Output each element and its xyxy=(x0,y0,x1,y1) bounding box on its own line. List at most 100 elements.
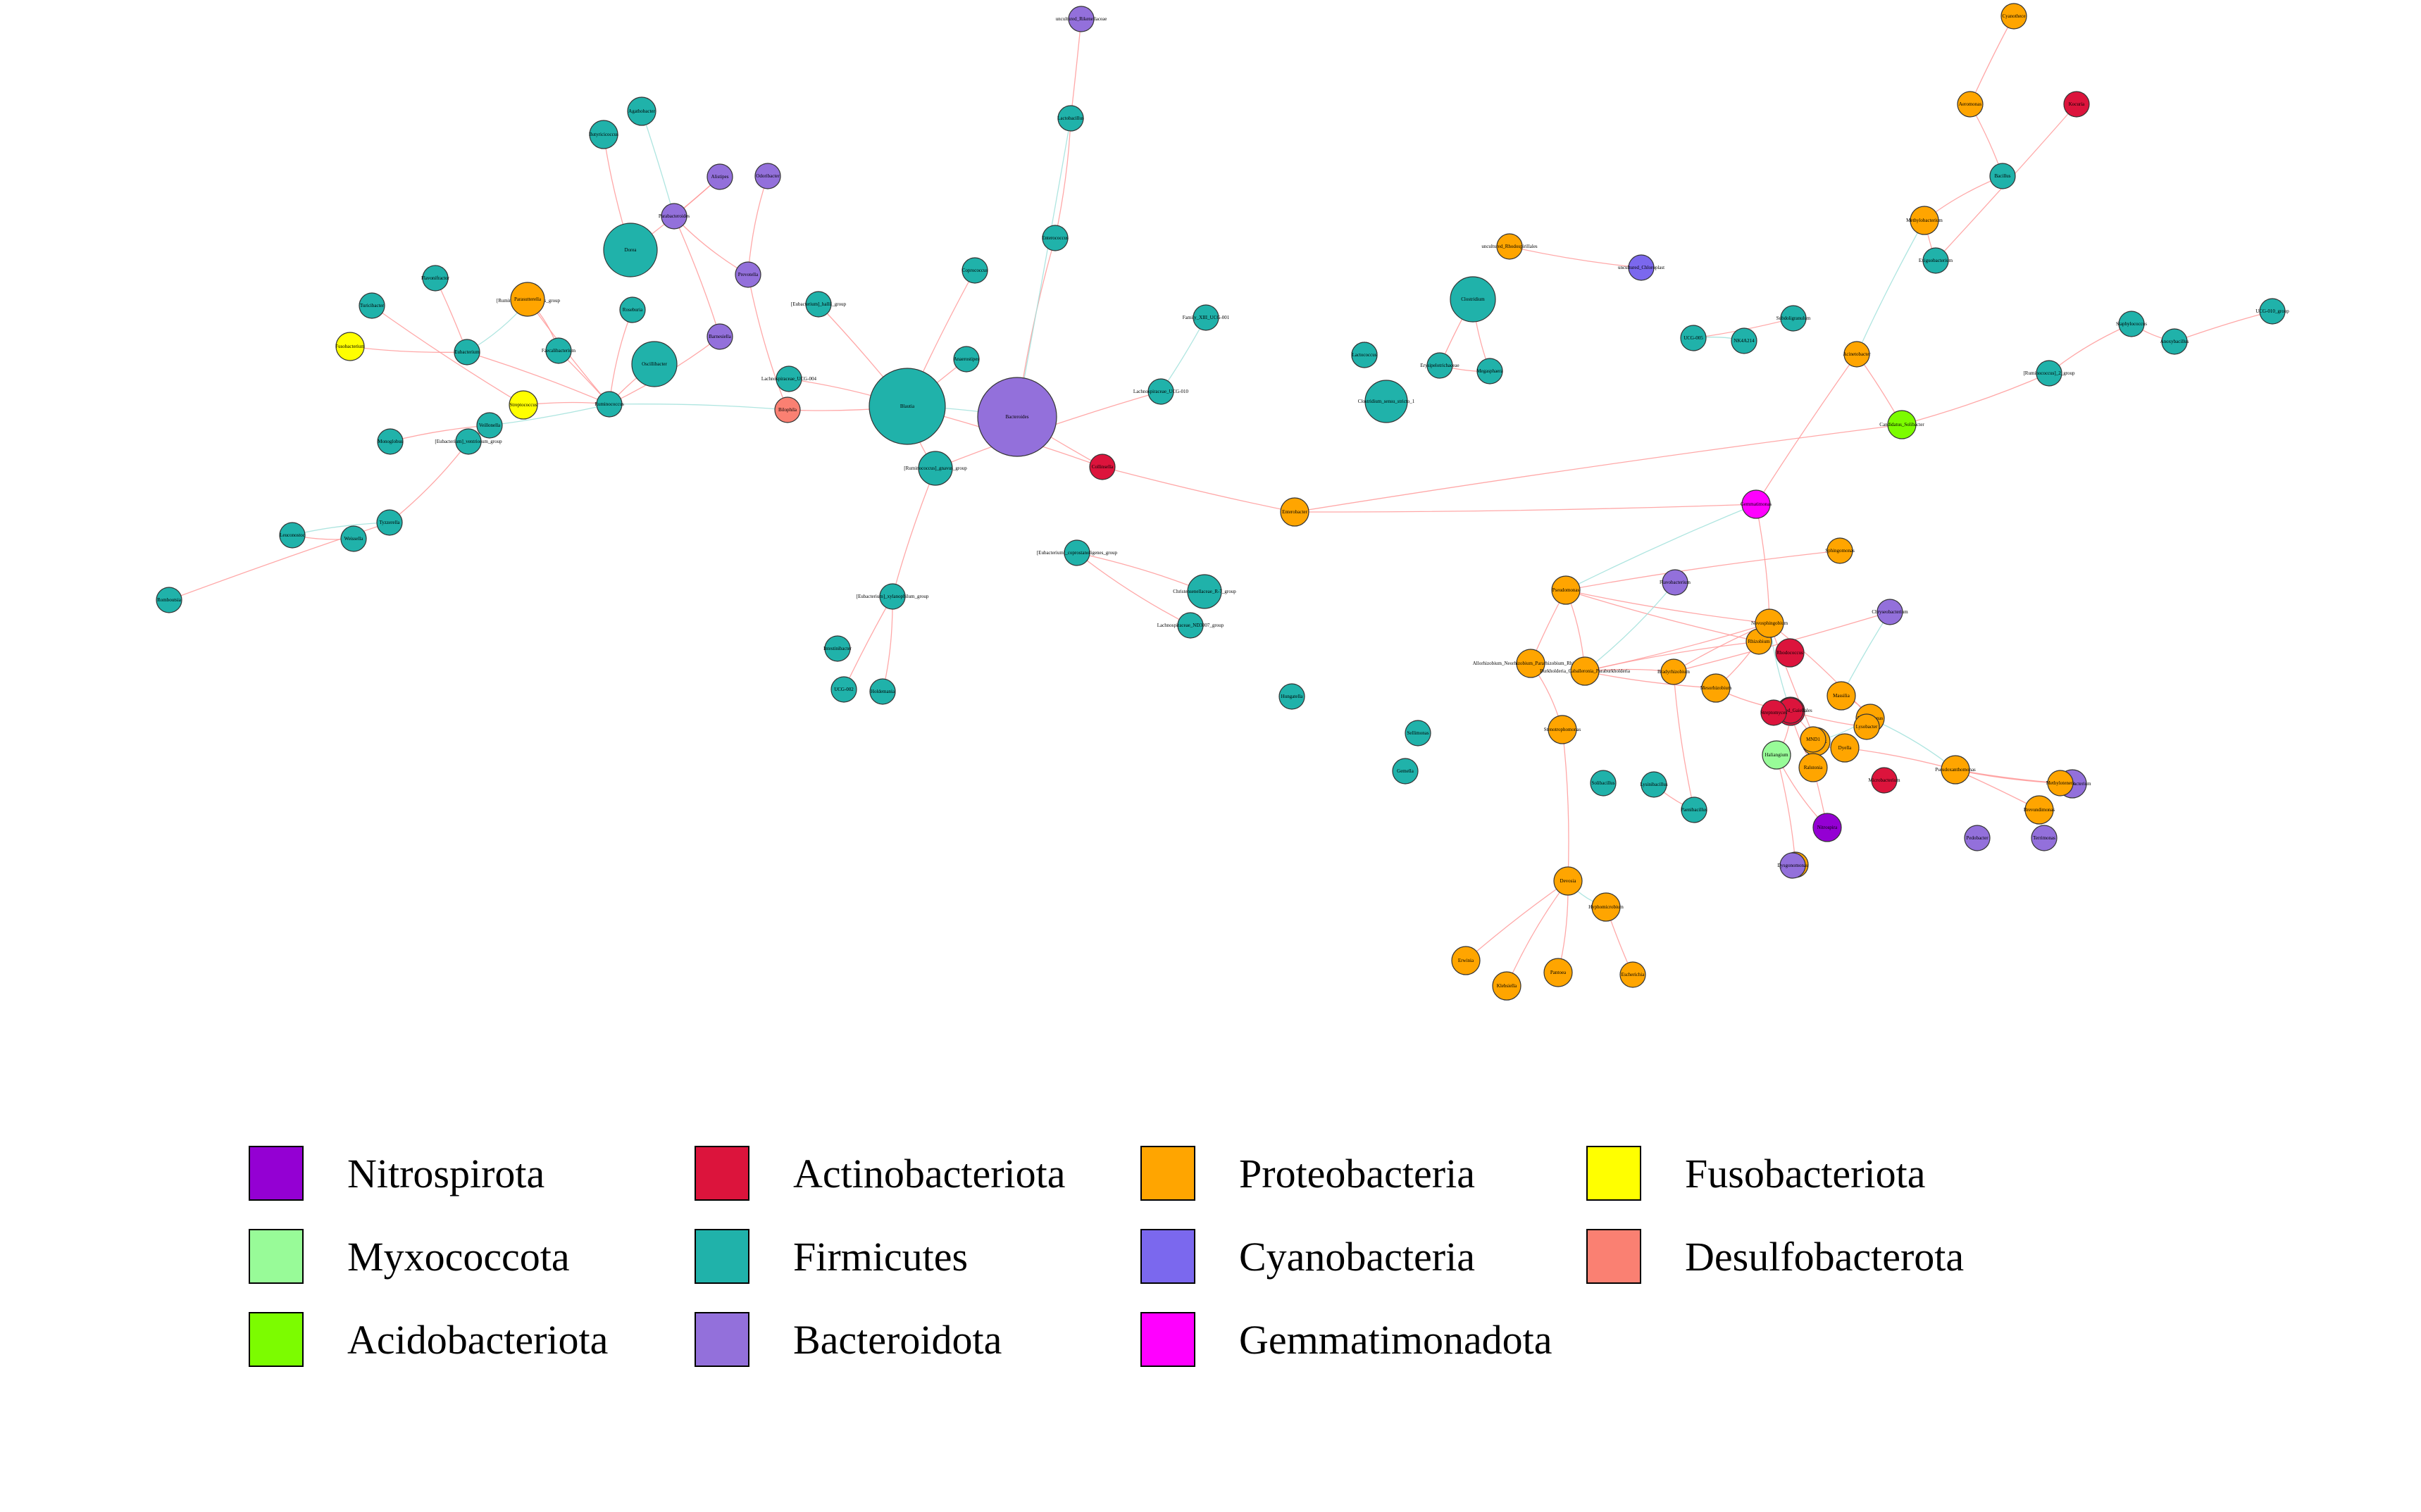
node-label: Brevundimonas xyxy=(2024,807,2055,813)
network-node: Bradyrhizobium xyxy=(1657,658,1690,685)
network-node: Burkholderia_Caballeronia_Paraburkholder… xyxy=(1540,656,1631,686)
node-circle xyxy=(1364,380,1408,423)
network-edge xyxy=(1565,589,1760,642)
node-circle xyxy=(1641,771,1667,798)
node-label: Aeromonas xyxy=(1959,101,1982,107)
node-label: Acinetobacter xyxy=(1843,351,1871,357)
node-circle xyxy=(1887,410,1917,439)
node-label: Microbacterium xyxy=(1868,777,1900,783)
node-circle xyxy=(830,676,857,703)
legend-swatch-desulfobacterota xyxy=(1586,1229,1641,1284)
network-node: Subdoligranulum xyxy=(1776,305,1811,332)
network-edge xyxy=(1584,623,1770,672)
network-node: [Ruminococcus]_2_group xyxy=(2023,360,2075,387)
network-node: Family_XIII_UCG-001 xyxy=(1183,304,1230,331)
node-circle xyxy=(1964,825,1991,851)
network-node: Pseudomonas xyxy=(1551,575,1581,605)
network-node: MND1 xyxy=(1800,726,1826,753)
node-label: UCG-002 xyxy=(834,687,854,692)
legend-label-firmicutes: Firmicutes xyxy=(793,1233,969,1280)
network-node: Ruminococcus xyxy=(595,391,624,418)
node-label: Faecalibacterium xyxy=(542,348,576,354)
node-circle xyxy=(1147,378,1174,405)
network-node: Romboutsia xyxy=(156,587,182,613)
network-edge xyxy=(1565,550,1841,591)
network-edge xyxy=(1102,466,1295,513)
node-label: [Ruminococcus]_2_group xyxy=(2023,370,2075,376)
legend-label-desulfobacterota: Desulfobacterota xyxy=(1685,1233,1965,1280)
node-circle xyxy=(1057,105,1084,132)
node-label: Turicibacter xyxy=(360,303,385,308)
network-node: [Eubacterium]_ventriosum_group xyxy=(435,428,502,455)
network-node: Oscillibacter xyxy=(631,341,678,387)
network-node: Prevotella xyxy=(735,261,761,288)
network-node: Leuconostoc xyxy=(279,522,306,549)
node-label: Mesorhizobium xyxy=(1700,685,1732,691)
network-edge xyxy=(1076,552,1205,592)
node-label: Lachnospiraceae_UCG-004 xyxy=(761,376,817,382)
network-node: Turicibacter xyxy=(359,292,385,319)
node-label: Holdemania xyxy=(871,689,895,694)
node-label: Massilia xyxy=(1833,693,1850,699)
network-edge xyxy=(1755,504,1770,624)
network-node: Exiguobacterium xyxy=(1919,247,1953,274)
network-node: Pseudoxanthomonas xyxy=(1935,755,1976,785)
node-circle xyxy=(631,341,678,387)
node-circle xyxy=(1492,971,1521,1001)
network-node: Odoribacter xyxy=(754,163,781,189)
network-node: Bacillus xyxy=(1989,163,2016,189)
legend-item-bacteroidota: Bacteroidota xyxy=(695,1310,1002,1369)
legend-item-gemmatimonadota: Gemmatimonadota xyxy=(1140,1310,1552,1369)
network-edge xyxy=(892,468,936,597)
network-edge xyxy=(1016,118,1071,418)
node-label: Monoglobus xyxy=(378,439,403,444)
node-label: Bradyrhizobium xyxy=(1657,669,1690,675)
node-circle xyxy=(1957,91,1984,118)
legend-label-fusobacteriota: Fusobacteriota xyxy=(1685,1150,1926,1197)
node-label: Haliangium xyxy=(1765,752,1788,758)
legend-item-myxococcota: Myxococcota xyxy=(249,1227,570,1286)
network-edge xyxy=(1869,718,1956,770)
legend-swatch-myxococcota xyxy=(249,1229,304,1284)
node-label: Enterococcus xyxy=(1042,235,1069,241)
network-node: Lysinibacillus xyxy=(1640,771,1668,798)
network-edge xyxy=(1070,18,1082,119)
network-node: Coprococcus xyxy=(961,257,988,284)
node-circle xyxy=(661,203,687,230)
node-label: Weissella xyxy=(344,536,364,542)
network-edge xyxy=(1584,582,1676,672)
network-edge xyxy=(466,351,610,405)
node-label: Lactobacillus xyxy=(1057,115,1084,121)
network-node: Aeromonas xyxy=(1957,91,1984,118)
node-circle xyxy=(1826,537,1853,564)
network-node: Staphylococcus xyxy=(2116,311,2147,337)
node-circle xyxy=(1278,683,1305,710)
node-circle xyxy=(1989,163,2016,189)
network-node: Devosia xyxy=(1553,866,1583,896)
legend-item-nitrospirota: Nitrospirota xyxy=(249,1144,544,1203)
network-node: Lachnospiraceae_UCG-004 xyxy=(761,365,817,392)
node-label: Chryseobacterium xyxy=(1872,609,1908,615)
network-edge xyxy=(1901,373,2050,425)
node-circle xyxy=(1660,658,1687,685)
network-node: Brevundimonas xyxy=(2024,795,2055,825)
node-label: uncultured_Rhodospirillales xyxy=(1481,244,1538,249)
node-label: Hyphomicrobium xyxy=(1588,904,1624,910)
network-node: Methylobacterium xyxy=(1906,206,1943,235)
network-edge xyxy=(1565,504,1757,591)
network-node: Lysobacter xyxy=(1853,713,1880,740)
network-node: Rhodococcus xyxy=(1775,638,1805,668)
network-node: Terrimonas xyxy=(2031,825,2058,851)
node-label: Oscillibacter xyxy=(642,361,667,367)
network-node: uncultured_Rikenellaceae xyxy=(1056,6,1107,32)
node-label: Coprococcus xyxy=(962,268,988,273)
network-node: Kocuria xyxy=(2063,91,2090,118)
network-node: Anaerostipes xyxy=(953,346,980,373)
node-label: Pantoea xyxy=(1550,970,1567,975)
node-circle xyxy=(2161,328,2188,355)
legend-label-myxococcota: Myxococcota xyxy=(347,1233,570,1280)
network-node: Erwinia xyxy=(1451,946,1481,975)
network-edge xyxy=(747,175,768,275)
node-label: uncultured_Gaiellales xyxy=(1769,708,1812,713)
node-layer: Blautia Bacteroides Bilophila Collinsella En… xyxy=(156,3,2289,1001)
